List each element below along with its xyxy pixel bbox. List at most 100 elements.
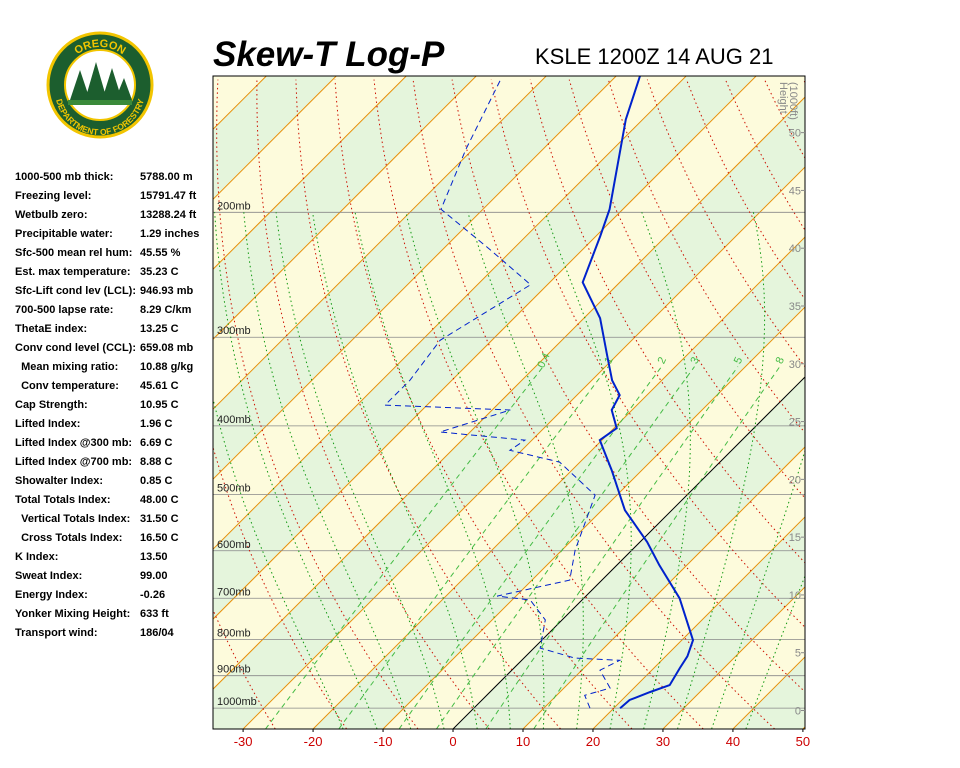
index-value: 99.00 bbox=[140, 570, 168, 582]
isotherm bbox=[312, 236, 805, 729]
mixing-ratio-line bbox=[338, 366, 609, 729]
index-label: Cross Totals Index: bbox=[15, 532, 122, 544]
isotherm bbox=[242, 166, 805, 729]
dry-adiabat bbox=[843, 80, 960, 729]
isotherm bbox=[213, 76, 407, 270]
isotherm bbox=[802, 726, 805, 729]
logo: OREGON DEPARTMENT OF FORESTRY bbox=[46, 31, 154, 139]
pressure-label: 200mb bbox=[217, 200, 251, 212]
dry-adiabat bbox=[882, 80, 960, 729]
index-value: 946.93 mb bbox=[140, 285, 193, 297]
moist-adiabat bbox=[275, 212, 445, 729]
index-label: 700-500 lapse rate: bbox=[15, 304, 113, 316]
chart-title: Skew-T Log-P bbox=[213, 35, 445, 74]
pressure-label: 1000mb bbox=[217, 696, 257, 708]
index-value: 31.50 C bbox=[140, 513, 179, 525]
index-value: 1.29 inches bbox=[140, 228, 199, 240]
moist-adiabat bbox=[677, 212, 766, 729]
height-label: 5 bbox=[795, 648, 801, 660]
dry-adiabat bbox=[568, 79, 805, 499]
index-label: Lifted Index: bbox=[15, 418, 80, 430]
mixing-ratio-label: 5 bbox=[732, 355, 745, 366]
index-label: Showalter Index: bbox=[15, 475, 103, 487]
isotherm bbox=[213, 76, 547, 410]
height-label: 30 bbox=[789, 359, 801, 371]
dry-adiabat bbox=[921, 80, 960, 729]
moist-adiabat bbox=[354, 212, 511, 729]
mixing-ratio-line bbox=[435, 366, 695, 729]
index-label: Mean mixing ratio: bbox=[15, 361, 118, 373]
height-label: 20 bbox=[789, 474, 801, 486]
x-tick-label: 30 bbox=[656, 734, 670, 749]
index-value: 5788.00 m bbox=[140, 171, 193, 183]
height-axis-title: Height bbox=[777, 82, 789, 114]
isotherm bbox=[662, 586, 805, 729]
index-label: Precipitable water: bbox=[15, 228, 113, 240]
index-value: 633 ft bbox=[140, 608, 169, 620]
index-value: 13288.24 ft bbox=[140, 209, 197, 221]
index-value: 45.61 C bbox=[140, 380, 179, 392]
mixing-ratio-label: 3 bbox=[688, 355, 701, 366]
index-label: Conv temperature: bbox=[15, 380, 119, 392]
index-value: 8.88 C bbox=[140, 456, 172, 468]
index-label: Est. max temperature: bbox=[15, 266, 131, 278]
temperature-band bbox=[213, 76, 805, 690]
isotherm bbox=[382, 306, 805, 729]
dry-adiabat bbox=[451, 79, 805, 693]
mixing-ratio-label: 8 bbox=[774, 355, 787, 366]
mixing-ratio-line bbox=[485, 366, 739, 729]
x-tick-label: 0 bbox=[449, 734, 456, 749]
x-tick-label: -20 bbox=[304, 734, 323, 749]
index-value: 659.08 mb bbox=[140, 342, 193, 354]
moist-adiabat bbox=[312, 212, 478, 729]
index-value: 35.23 C bbox=[140, 266, 179, 278]
x-tick-label: -10 bbox=[374, 734, 393, 749]
index-value: 8.29 C/km bbox=[140, 304, 192, 316]
dry-adiabat bbox=[373, 79, 704, 729]
index-label: Energy Index: bbox=[15, 589, 88, 601]
temperature-band bbox=[802, 726, 805, 729]
isotherm bbox=[213, 76, 337, 200]
x-tick-label: -30 bbox=[234, 734, 253, 749]
dry-adiabat bbox=[295, 79, 561, 729]
index-value: 1.96 C bbox=[140, 418, 172, 430]
pressure-label: 900mb bbox=[217, 664, 251, 676]
isotherm bbox=[452, 376, 805, 729]
index-label: Transport wind: bbox=[15, 627, 98, 639]
index-value: 10.88 g/kg bbox=[140, 361, 193, 373]
x-tick-label: 50 bbox=[796, 734, 810, 749]
mixing-ratio-line bbox=[265, 366, 544, 729]
x-tick-label: 20 bbox=[586, 734, 600, 749]
index-value: 186/04 bbox=[140, 627, 175, 639]
moist-adiabat bbox=[214, 212, 378, 729]
index-value: 13.25 C bbox=[140, 323, 179, 335]
index-label: Lifted Index @700 mb: bbox=[15, 456, 132, 468]
x-tick-label: 40 bbox=[726, 734, 740, 749]
dry-adiabat bbox=[490, 79, 805, 628]
mixing-ratio-line bbox=[533, 366, 781, 729]
dry-adiabat bbox=[646, 79, 805, 368]
dry-adiabat bbox=[803, 79, 805, 84]
indices-table: 1000-500 mb thick: 5788.00 m Freezing leve… bbox=[15, 171, 199, 639]
isotherm bbox=[213, 76, 477, 340]
pressure-label: 600mb bbox=[217, 539, 251, 551]
index-value: 16.50 C bbox=[140, 532, 179, 544]
index-value: 48.00 C bbox=[140, 494, 179, 506]
moist-adiabat bbox=[213, 396, 344, 729]
pressure-label: 700mb bbox=[217, 586, 251, 598]
logo-top: OREGON bbox=[72, 38, 127, 57]
height-label: 45 bbox=[789, 185, 801, 197]
height-label: 25 bbox=[789, 417, 801, 429]
index-label: Freezing level: bbox=[15, 190, 91, 202]
mixing-ratio-line bbox=[398, 366, 662, 729]
index-label: Total Totals Index: bbox=[15, 494, 111, 506]
height-axis-title: (1000ft) bbox=[787, 82, 799, 120]
height-label: 50 bbox=[789, 128, 801, 140]
dewpoint-profile bbox=[383, 79, 622, 709]
index-label: Yonker Mixing Height: bbox=[15, 608, 130, 620]
logo-trees bbox=[70, 62, 132, 100]
mixing-ratio-label: 2 bbox=[656, 355, 669, 366]
